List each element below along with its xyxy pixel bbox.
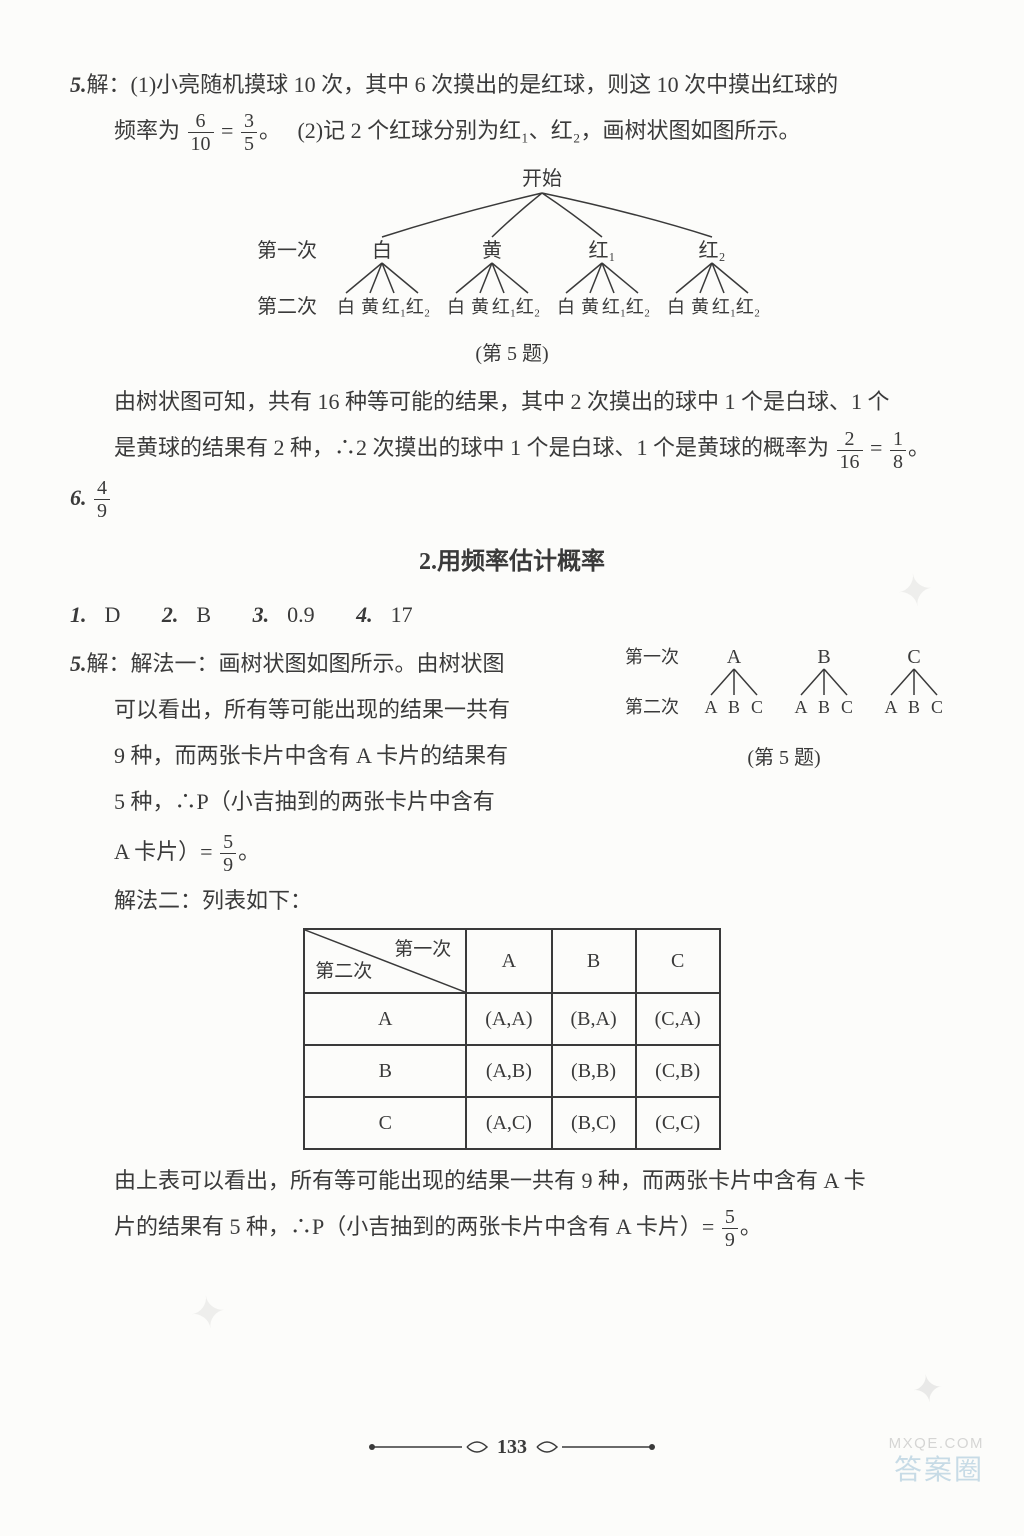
tree-row2-label: 第二次 [257, 295, 317, 318]
q5-tree-caption: (第 5 题) [70, 335, 954, 373]
s2q5-m1-result: A 卡片）= 59。 [70, 831, 954, 876]
watermark-icon: ✦ [184, 1270, 232, 1358]
svg-text:白: 白 [372, 239, 392, 262]
svg-text:白: 白 [447, 297, 465, 317]
svg-text:红₁: 红₁ [492, 297, 516, 317]
svg-text:A: A [885, 697, 898, 717]
s2q5-conc-b: 片的结果有 5 种，∴P（小吉抽到的两张卡片中含有 A 卡片）= 59。 [70, 1206, 954, 1251]
svg-text:白: 白 [337, 297, 355, 317]
svg-text:第一次: 第一次 [625, 647, 679, 667]
fraction-5-9-b: 59 [722, 1206, 738, 1251]
table-row: C (A,C) (B,C) (C,C) [304, 1097, 719, 1149]
svg-text:C: C [931, 697, 943, 717]
svg-text:白: 白 [667, 297, 685, 317]
page-footer: 133 [0, 1424, 1024, 1466]
svg-text:红₂: 红₂ [406, 297, 430, 317]
s2q5-tree-caption: (第 5 题) [614, 739, 954, 777]
svg-text:B: B [908, 697, 920, 717]
svg-text:红₂: 红₂ [699, 239, 726, 262]
svg-text:白: 白 [557, 297, 575, 317]
table-row: A (A,A) (B,A) (C,A) [304, 993, 719, 1045]
fraction-1-8: 18 [890, 428, 906, 473]
svg-text:黄: 黄 [482, 239, 502, 262]
section2-short-answers: 1.D 2.B 3.0.9 4.17 [70, 594, 954, 636]
corner-badge: 答案圈 [894, 1443, 984, 1496]
fraction-6-10: 610 [188, 110, 214, 155]
svg-text:A: A [795, 697, 808, 717]
s2q5-conc-a: 由上表可以看出，所有等可能出现的结果一共有 9 种，而两张卡片中含有 A 卡 [70, 1160, 954, 1202]
svg-text:红₁: 红₁ [712, 297, 736, 317]
fraction-3-5: 35 [241, 110, 257, 155]
q5-text-1: 解：(1)小亮随机摸球 10 次，其中 6 次摸出的是红球，则这 10 次中摸出… [87, 72, 839, 97]
svg-text:B: B [817, 646, 830, 668]
svg-text:A: A [705, 697, 718, 717]
q5-part2: (2)记 2 个红球分别为红₁、红₂，画树状图如图所示。 [297, 118, 800, 143]
svg-text:黄: 黄 [471, 297, 489, 317]
svg-text:红₂: 红₂ [626, 297, 650, 317]
svg-text:B: B [818, 697, 830, 717]
s2q5-number: 5. [70, 651, 87, 676]
svg-text:红₁: 红₁ [382, 297, 406, 317]
s2q5-method2-head: 解法二：列表如下： [70, 880, 954, 922]
q6: 6. 49 [70, 477, 954, 522]
freq-label: 频率为 [114, 118, 180, 143]
table-row: B (A,B) (B,B) (C,B) [304, 1045, 719, 1097]
s2q5-table: 第一次 第二次 A B C A (A,A) (B,A) (C,A) B (A,B… [303, 928, 720, 1150]
tree-row1-label: 第一次 [257, 239, 317, 262]
q5-conclusion-2: 是黄球的结果有 2 种，∴2 次摸出的球中 1 个是白球、1 个是黄球的概率为 … [70, 427, 954, 472]
q5-conclusion-1: 由树状图可知，共有 16 种等可能的结果，其中 2 次摸出的球中 1 个是白球、… [70, 381, 954, 423]
svg-text:C: C [841, 697, 853, 717]
section-2-title: 2.用频率估计概率 [70, 540, 954, 586]
q5-tree-diagram: 开始 第一次 白 黄 红₁ 红₂ 第二次 白 黄 红₁ 红₂ 白 黄 红₁ 红₂… [70, 165, 954, 373]
svg-text:红₂: 红₂ [516, 297, 540, 317]
watermark-icon: ✦ [907, 1352, 949, 1428]
svg-text:红₁: 红₁ [602, 297, 626, 317]
svg-text:红₁: 红₁ [589, 239, 616, 262]
s2q5-block: 5.解：解法一：画树状图如图所示。由树状图 可以看出，所有等可能出现的结果一共有… [70, 639, 954, 826]
svg-text:B: B [728, 697, 740, 717]
tree-start-label: 开始 [522, 167, 562, 190]
q5-line1: 5.解：(1)小亮随机摸球 10 次，其中 6 次摸出的是红球，则这 10 次中… [70, 64, 954, 106]
q5-number: 5. [70, 72, 87, 97]
svg-text:C: C [751, 697, 763, 717]
svg-text:黄: 黄 [691, 297, 709, 317]
svg-text:C: C [907, 646, 920, 668]
svg-text:黄: 黄 [361, 297, 379, 317]
s2q5-tree-diagram: 第一次 A B C 第二次 A B C A B C A B C (第 5 题) [614, 639, 954, 785]
svg-text:红₂: 红₂ [736, 297, 760, 317]
q5-line2: 频率为 610 = 35。 (2)记 2 个红球分别为红₁、红₂，画树状图如图所… [70, 110, 954, 155]
fraction-5-9-a: 59 [220, 831, 236, 876]
svg-text:第二次: 第二次 [625, 697, 679, 717]
q6-number: 6. [70, 485, 87, 510]
fraction-4-9: 49 [94, 477, 110, 522]
fraction-2-16: 216 [837, 428, 863, 473]
svg-text:A: A [727, 646, 742, 668]
svg-text:黄: 黄 [581, 297, 599, 317]
svg-text:133: 133 [497, 1436, 527, 1458]
table-diag-header: 第一次 第二次 [304, 929, 466, 993]
